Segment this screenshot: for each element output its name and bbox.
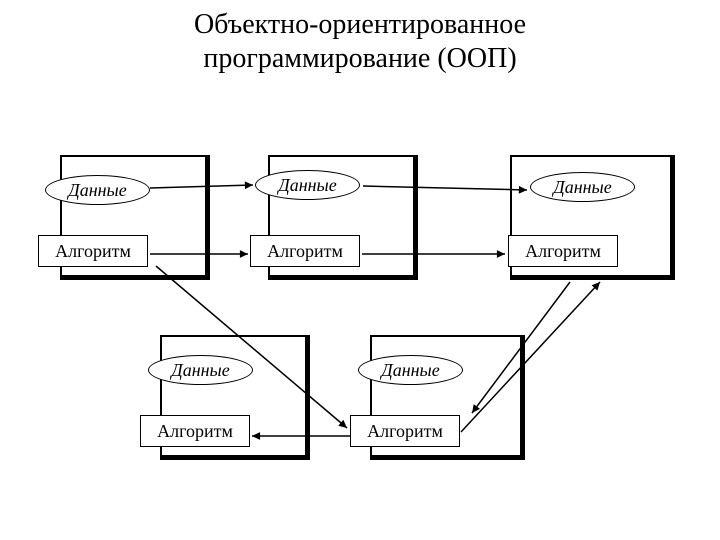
- data-label: Данные: [278, 175, 337, 196]
- algorithm-rect: Алгоритм: [38, 235, 148, 267]
- data-label: Данные: [381, 360, 440, 381]
- algorithm-label: Алгоритм: [367, 421, 443, 442]
- title-line-2: программирование (ООП): [95, 42, 625, 76]
- data-label: Данные: [553, 177, 612, 198]
- data-ellipse: Данные: [530, 172, 635, 202]
- page-title: Объектно-ориентированное программировани…: [95, 8, 625, 75]
- title-line-1: Объектно-ориентированное: [95, 8, 625, 42]
- data-label: Данные: [68, 180, 127, 201]
- algorithm-rect: Алгоритм: [250, 235, 360, 267]
- diagram-canvas: Объектно-ориентированное программировани…: [0, 0, 720, 540]
- data-ellipse: Данные: [358, 355, 463, 385]
- algorithm-rect: Алгоритм: [350, 415, 460, 447]
- data-ellipse: Данные: [148, 355, 253, 385]
- data-ellipse: Данные: [255, 170, 360, 200]
- algorithm-rect: Алгоритм: [508, 235, 618, 267]
- algorithm-rect: Алгоритм: [140, 415, 250, 447]
- data-ellipse: Данные: [45, 175, 150, 205]
- algorithm-label: Алгоритм: [525, 241, 601, 262]
- data-label: Данные: [171, 360, 230, 381]
- algorithm-label: Алгоритм: [55, 241, 131, 262]
- algorithm-label: Алгоритм: [157, 421, 233, 442]
- algorithm-label: Алгоритм: [267, 241, 343, 262]
